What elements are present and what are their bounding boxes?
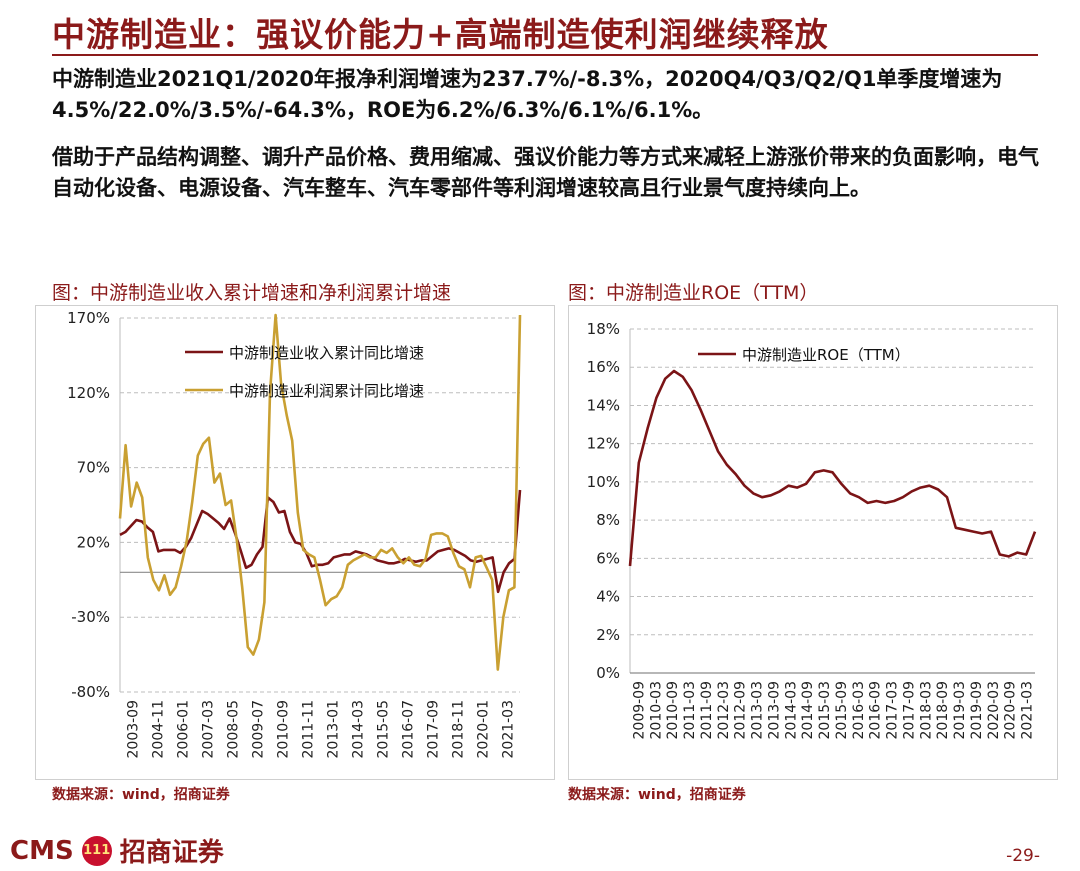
x-tick-label: 2013-09 — [766, 681, 782, 740]
roe-chart: 0%2%4%6%8%10%12%14%16%18%2009-09 2010-03 2… — [568, 305, 1058, 780]
x-tick-label: 2016-09 — [868, 681, 884, 740]
legend-label: 中游制造业利润累计同比增速 — [229, 382, 424, 400]
x-tick-label: 2007-03 — [201, 700, 217, 759]
analysis-paragraph: 借助于产品结构调整、调升产品价格、费用缩减、强议价能力等方式来减轻上游涨价带来的… — [52, 145, 1039, 200]
x-tick-label: 2015-09 — [834, 681, 850, 740]
x-tick-label: 2004-11 — [151, 700, 167, 759]
x-tick-label: 2017-09 — [426, 700, 442, 759]
y-tick-label: 14% — [587, 396, 620, 414]
chart-panel — [568, 305, 1058, 780]
x-tick-label: 2014-03 — [783, 681, 799, 740]
x-tick-label: 2012-09 — [733, 681, 749, 740]
x-tick-label: 2019-09 — [969, 681, 985, 740]
growth-chart: 170% 120% 70% 20% -30% -80% 2003-09 2004-11 2006… — [35, 305, 555, 780]
x-tick-label: 2016-03 — [851, 681, 867, 740]
company-logo: CMS 111 招商证券 — [10, 832, 224, 869]
y-tick-label: 20% — [77, 533, 110, 551]
logo-text: CMS — [10, 835, 74, 866]
x-tick-label: 2018-09 — [935, 681, 951, 740]
x-tick-label: 2021-03 — [501, 700, 517, 759]
y-tick-label: 0% — [596, 664, 620, 682]
x-tick-label: 2015-03 — [817, 681, 833, 740]
y-tick-label: 4% — [596, 588, 620, 606]
x-tick-label: 2018-11 — [451, 700, 467, 759]
y-tick-label: -30% — [71, 608, 110, 626]
y-tick-label: 2% — [596, 626, 620, 644]
x-tick-label: 2016-07 — [401, 700, 417, 759]
y-tick-label: 120% — [67, 384, 110, 402]
x-tick-label: 2010-03 — [648, 681, 664, 740]
page-title: 中游制造业：强议价能力+高端制造使利润继续释放 — [52, 15, 829, 54]
x-tick-label: 2014-09 — [800, 681, 816, 740]
title-underline — [52, 54, 1038, 56]
x-tick-label: 2021-03 — [1020, 681, 1036, 740]
y-tick-label: 6% — [596, 549, 620, 567]
y-tick-label: -80% — [71, 683, 110, 701]
x-tick-label: 2019-03 — [952, 681, 968, 740]
x-tick-label: 2011-11 — [301, 700, 317, 759]
chart1-title: 图：中游制造业收入累计增速和净利润累计增速 — [52, 282, 452, 304]
x-tick-label: 2018-03 — [918, 681, 934, 740]
x-tick-label: 2012-03 — [716, 681, 732, 740]
series-line-2 — [118, 313, 522, 671]
x-tick-label: 2011-03 — [682, 681, 698, 740]
page-number: -29- — [1006, 846, 1040, 866]
y-tick-label: 10% — [587, 473, 620, 491]
x-tick-label: 2020-09 — [1003, 681, 1019, 740]
x-tick-label: 2013-01 — [326, 700, 342, 759]
y-tick-label: 170% — [67, 309, 110, 327]
chart1-source: 数据来源：wind，招商证券 — [52, 787, 230, 803]
x-tick-label: 2010-09 — [276, 700, 292, 759]
x-tick-label: 2006-01 — [176, 700, 192, 759]
series-line-1 — [628, 369, 1037, 567]
x-tick-label: 2010-09 — [665, 681, 681, 740]
x-tick-label: 2011-09 — [699, 681, 715, 740]
y-tick-label: 12% — [587, 435, 620, 453]
legend-label: 中游制造业ROE（TTM） — [742, 346, 910, 364]
logo-cn: 招商证券 — [119, 838, 224, 868]
x-tick-label: 2020-03 — [986, 681, 1002, 740]
x-tick-label: 2015-05 — [376, 700, 392, 759]
x-tick-label: 2008-05 — [226, 700, 242, 759]
x-tick-label: 2003-09 — [126, 700, 142, 759]
x-tick-label: 2014-03 — [351, 700, 367, 759]
logo-mark-icon: 111 — [81, 835, 112, 866]
legend-label: 中游制造业收入累计同比增速 — [229, 344, 424, 362]
y-tick-label: 70% — [77, 459, 110, 477]
x-tick-label: 2009-07 — [251, 700, 267, 759]
chart2-source: 数据来源：wind，招商证券 — [568, 787, 746, 803]
y-tick-label: 16% — [587, 358, 620, 376]
summary-paragraph: 中游制造业2021Q1/2020年报净利润增速为237.7%/-8.3%，202… — [52, 67, 1003, 122]
x-tick-label: 2020-01 — [476, 700, 492, 759]
x-tick-label: 2017-03 — [885, 681, 901, 740]
x-tick-label: 2013-03 — [750, 681, 766, 740]
x-tick-label: 2017-09 — [901, 681, 917, 740]
y-tick-label: 8% — [596, 511, 620, 529]
x-tick-label: 2009-09 — [631, 681, 647, 740]
y-tick-label: 18% — [587, 320, 620, 338]
chart2-title: 图：中游制造业ROE（TTM） — [568, 282, 819, 304]
